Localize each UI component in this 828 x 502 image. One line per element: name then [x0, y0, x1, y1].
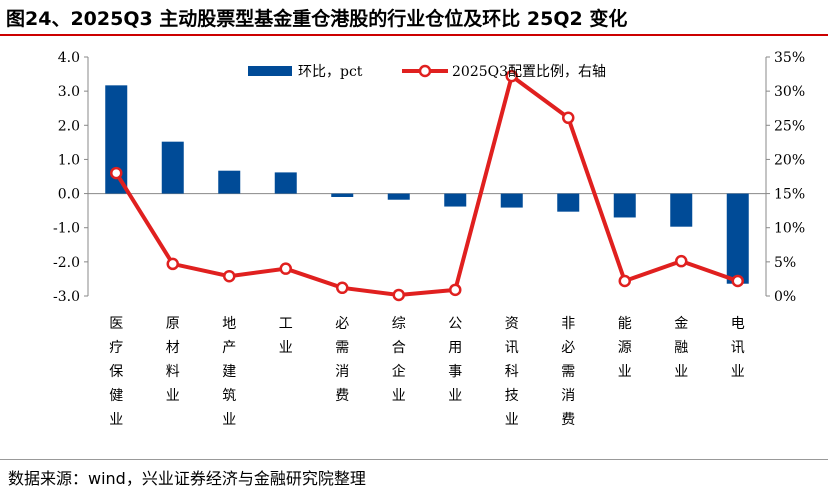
category-label-char: 业	[166, 388, 180, 404]
bar-1	[161, 141, 184, 194]
category-label-char: 原	[166, 316, 180, 332]
category-label-char: 产	[222, 340, 236, 356]
line-point-11	[731, 274, 744, 288]
bar-2	[218, 170, 241, 194]
line-point-9	[618, 274, 631, 288]
category-label-char: 用	[448, 340, 462, 356]
category-label-char: 工	[279, 316, 293, 332]
category-label-char: 业	[222, 412, 236, 428]
bar-4	[331, 193, 354, 197]
title-divider	[0, 34, 828, 36]
line-point-7	[505, 69, 518, 83]
category-label-char: 消	[561, 388, 575, 404]
chart: 4.0 3.0 2.0 1.0 0.0 -1.0 -2.0 -3.0 35% 30% 25% 20% 1…	[53, 50, 805, 428]
category-label-char: 业	[392, 388, 406, 404]
right-tick-label: 35%	[774, 50, 805, 66]
legend-bar-label: 环比，pct	[298, 64, 363, 80]
left-tick-label: 3.0	[58, 84, 80, 100]
bar-11	[726, 193, 749, 284]
line-point-4	[336, 281, 349, 295]
category-label-char: 业	[279, 340, 293, 356]
left-tick-label: -1.0	[53, 221, 80, 237]
line-point-8	[562, 111, 575, 125]
category-label-char: 业	[618, 364, 632, 380]
bar-6	[444, 193, 467, 207]
category-label-char: 建	[222, 364, 236, 380]
bar-8	[557, 193, 580, 212]
category-label-char: 电	[731, 316, 745, 332]
legend-line-marker	[418, 64, 432, 78]
category-label-char: 必	[561, 340, 575, 356]
category-label-char: 业	[505, 412, 519, 428]
category-label-char: 综	[392, 316, 406, 332]
category-label-char: 需	[335, 340, 349, 356]
bar-7	[500, 193, 523, 208]
category-label-char: 业	[674, 364, 688, 380]
category-label-char: 健	[109, 388, 123, 404]
left-tick-label: -3.0	[53, 289, 80, 305]
right-tick-label: 0%	[774, 289, 796, 305]
line-series	[114, 72, 739, 297]
category-label-char: 资	[505, 316, 519, 332]
bar-9	[613, 193, 636, 218]
bar-3	[274, 172, 297, 194]
line-point-6	[449, 283, 462, 297]
right-tick-label: 30%	[774, 84, 805, 100]
bar-0	[105, 85, 128, 194]
right-tick-label: 15%	[774, 187, 805, 203]
category-label-char: 费	[561, 412, 575, 428]
line-point-1	[166, 257, 179, 271]
left-tick-label: -2.0	[53, 255, 80, 271]
left-tick-label: 4.0	[58, 50, 80, 66]
category-label-char: 需	[561, 364, 575, 380]
category-label-char: 业	[448, 388, 462, 404]
category-label-char: 地	[222, 316, 236, 332]
right-tick-label: 5%	[774, 255, 796, 271]
category-label-char: 公	[448, 316, 462, 332]
category-label-char: 消	[335, 364, 349, 380]
category-label-char: 金	[674, 316, 688, 332]
bar-5	[387, 193, 410, 200]
category-label-char: 保	[109, 364, 123, 380]
category-label-char: 源	[618, 340, 632, 356]
category-label-char: 费	[335, 388, 349, 404]
category-label-char: 合	[392, 340, 406, 356]
line-point-0	[110, 166, 123, 180]
category-label-char: 医	[109, 316, 123, 332]
left-tick-label: 0.0	[58, 187, 80, 203]
category-label-char: 科	[505, 364, 519, 380]
category-label-char: 业	[109, 412, 123, 428]
category-label-char: 业	[731, 364, 745, 380]
bar-10	[670, 193, 693, 227]
category-label-char: 能	[618, 316, 632, 332]
right-tick-label: 20%	[774, 152, 805, 168]
category-label-char: 材	[166, 340, 180, 356]
category-label-char: 必	[335, 316, 349, 332]
left-tick-label: 1.0	[58, 152, 80, 168]
chart-title: 图24、2025Q3 主动股票型基金重仓港股的行业仓位及环比 25Q2 变化	[6, 8, 628, 30]
line-point-3	[279, 262, 292, 275]
category-label-char: 非	[561, 316, 575, 332]
right-tick-label: 10%	[774, 221, 805, 237]
legend-line-label: 2025Q3配置比例，右轴	[452, 64, 606, 80]
left-tick-label: 2.0	[58, 118, 80, 134]
category-label-char: 技	[505, 388, 519, 404]
line-point-2	[223, 269, 236, 283]
right-tick-label: 25%	[774, 118, 805, 134]
line-point-5	[392, 288, 405, 302]
category-label-char: 筑	[222, 388, 236, 404]
category-label-char: 讯	[731, 340, 745, 356]
footer-divider	[0, 459, 828, 460]
category-label-char: 料	[166, 364, 180, 380]
category-label-char: 融	[674, 340, 688, 356]
source-note: 数据来源：wind，兴业证券经济与金融研究院整理	[8, 469, 366, 488]
category-label-char: 企	[392, 363, 406, 380]
legend-bar-swatch	[248, 66, 292, 76]
category-label-char: 事	[448, 364, 462, 380]
line-point-10	[675, 254, 688, 268]
category-label-char: 疗	[109, 340, 123, 356]
category-label-char: 讯	[505, 340, 519, 356]
